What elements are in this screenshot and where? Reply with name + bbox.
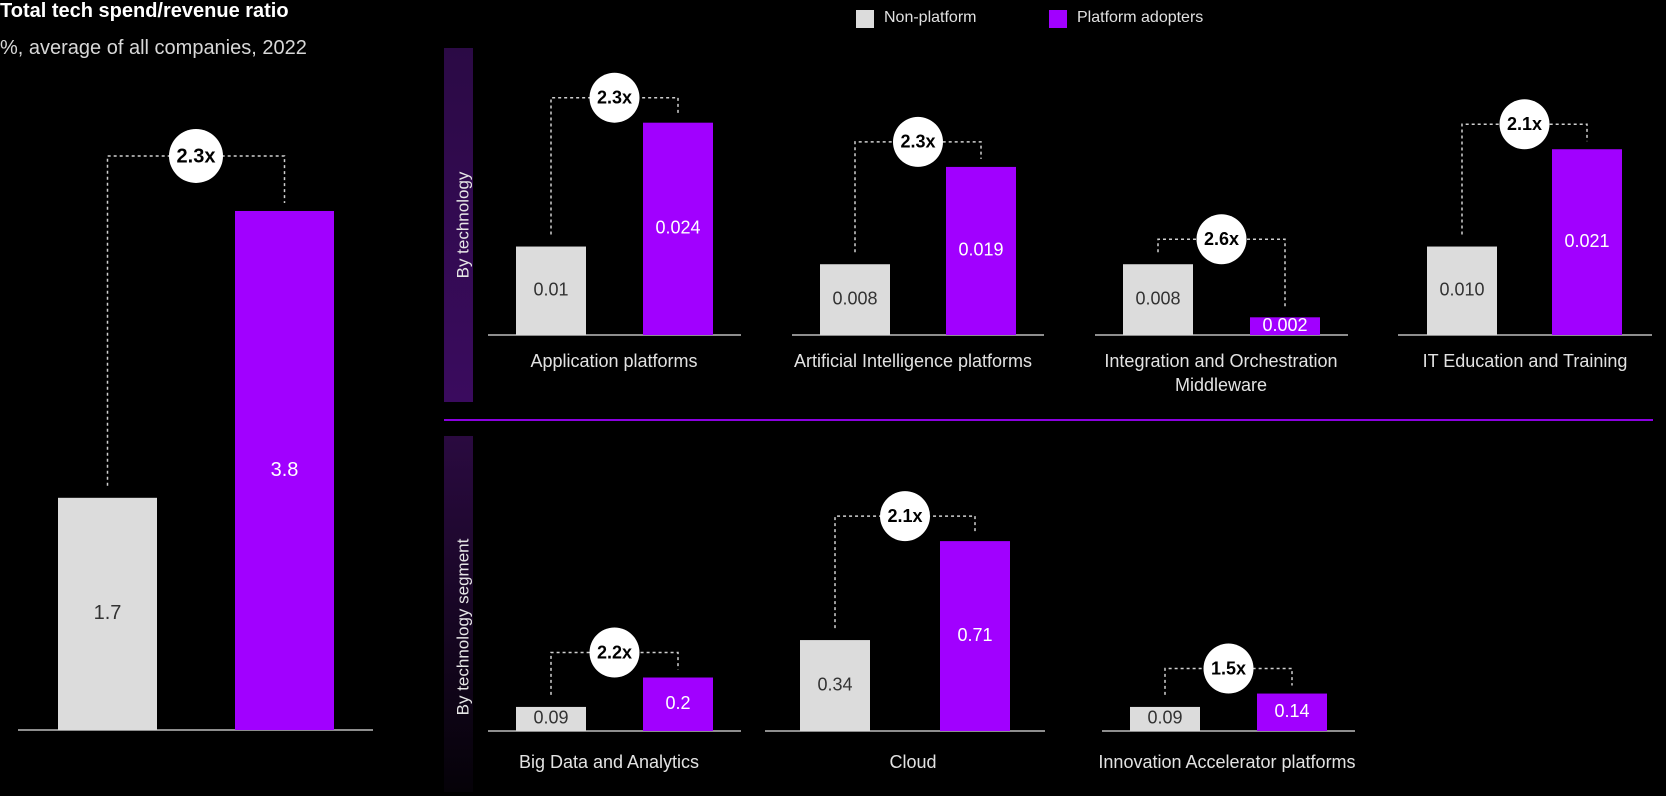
annotation-badge [893,116,943,167]
group-band [444,436,473,792]
value-label: 0.002 [1262,315,1307,335]
group-label: By technology [453,171,472,278]
annotation: 2.6x [1204,229,1239,249]
category-label: Innovation Accelerator platforms [1098,752,1356,772]
bar [1130,706,1200,731]
annotation-badge [1499,99,1550,150]
bar [516,246,586,335]
value-label: 0.09 [533,708,568,728]
annotation: 2.3x [177,145,216,167]
bracket [1164,667,1293,695]
category-label: Application platforms [530,351,698,371]
value-label: 0.008 [1135,288,1180,308]
bracket [854,141,982,253]
annotation-badge [1203,643,1254,694]
bar [643,122,713,335]
bar [58,497,157,730]
value-label: 0.019 [958,240,1003,260]
annotation-badge [880,491,930,542]
value-label: 0.021 [1564,231,1609,251]
chart-title: Total tech spend/revenue ratio [0,0,289,22]
bar [1257,693,1327,731]
legend-swatch [1049,10,1067,28]
annotation: 2.2x [597,642,632,662]
value-label: 3.8 [271,459,299,481]
bar [235,210,334,731]
bracket [106,155,286,486]
value-label: 0.14 [1274,701,1309,721]
annotation: 2.1x [1507,114,1542,134]
legend-label: Platform adopters [1077,9,1204,26]
value-label: 1.7 [94,602,122,624]
bar [1552,149,1622,335]
annotation-badge [589,627,640,678]
value-label: 0.34 [817,674,852,694]
value-label: 0.010 [1439,280,1484,300]
bar [1123,264,1193,335]
group-label: By technology segment [453,538,472,715]
bar [946,166,1016,335]
annotation: 1.5x [1211,658,1246,678]
bar [643,677,713,731]
annotation: 2.3x [597,87,632,107]
bar [1427,246,1497,335]
category-label: Integration and Orchestration Middleware [1104,351,1338,395]
annotation: 2.1x [887,506,922,526]
bar [940,541,1010,731]
value-label: 0.2 [665,693,690,713]
bar [800,640,870,731]
value-label: 0.01 [533,280,568,300]
value-label: 0.008 [832,288,877,308]
chart-subtitle: %, average of all companies, 2022 [0,37,307,59]
annotation-badge [1196,214,1247,265]
category-label: Big Data and Analytics [518,752,700,772]
category-label: IT Education and Training [1422,351,1628,371]
bar [820,264,890,335]
bracket [1157,238,1286,310]
annotation-badge [589,72,640,123]
category-label: Cloud [889,752,937,772]
annotation-badge [169,128,223,183]
category-label: Artificial Intelligence platforms [793,351,1033,371]
value-label: 0.71 [957,625,992,645]
bar [516,706,586,731]
group-band [444,48,473,402]
value-label: 0.09 [1147,708,1182,728]
bracket [1461,123,1588,235]
legend-label: Non-platform [884,9,977,26]
bar [1250,317,1320,335]
value-label: 0.024 [655,218,700,238]
annotation: 2.3x [900,132,935,152]
legend-swatch [856,10,874,28]
